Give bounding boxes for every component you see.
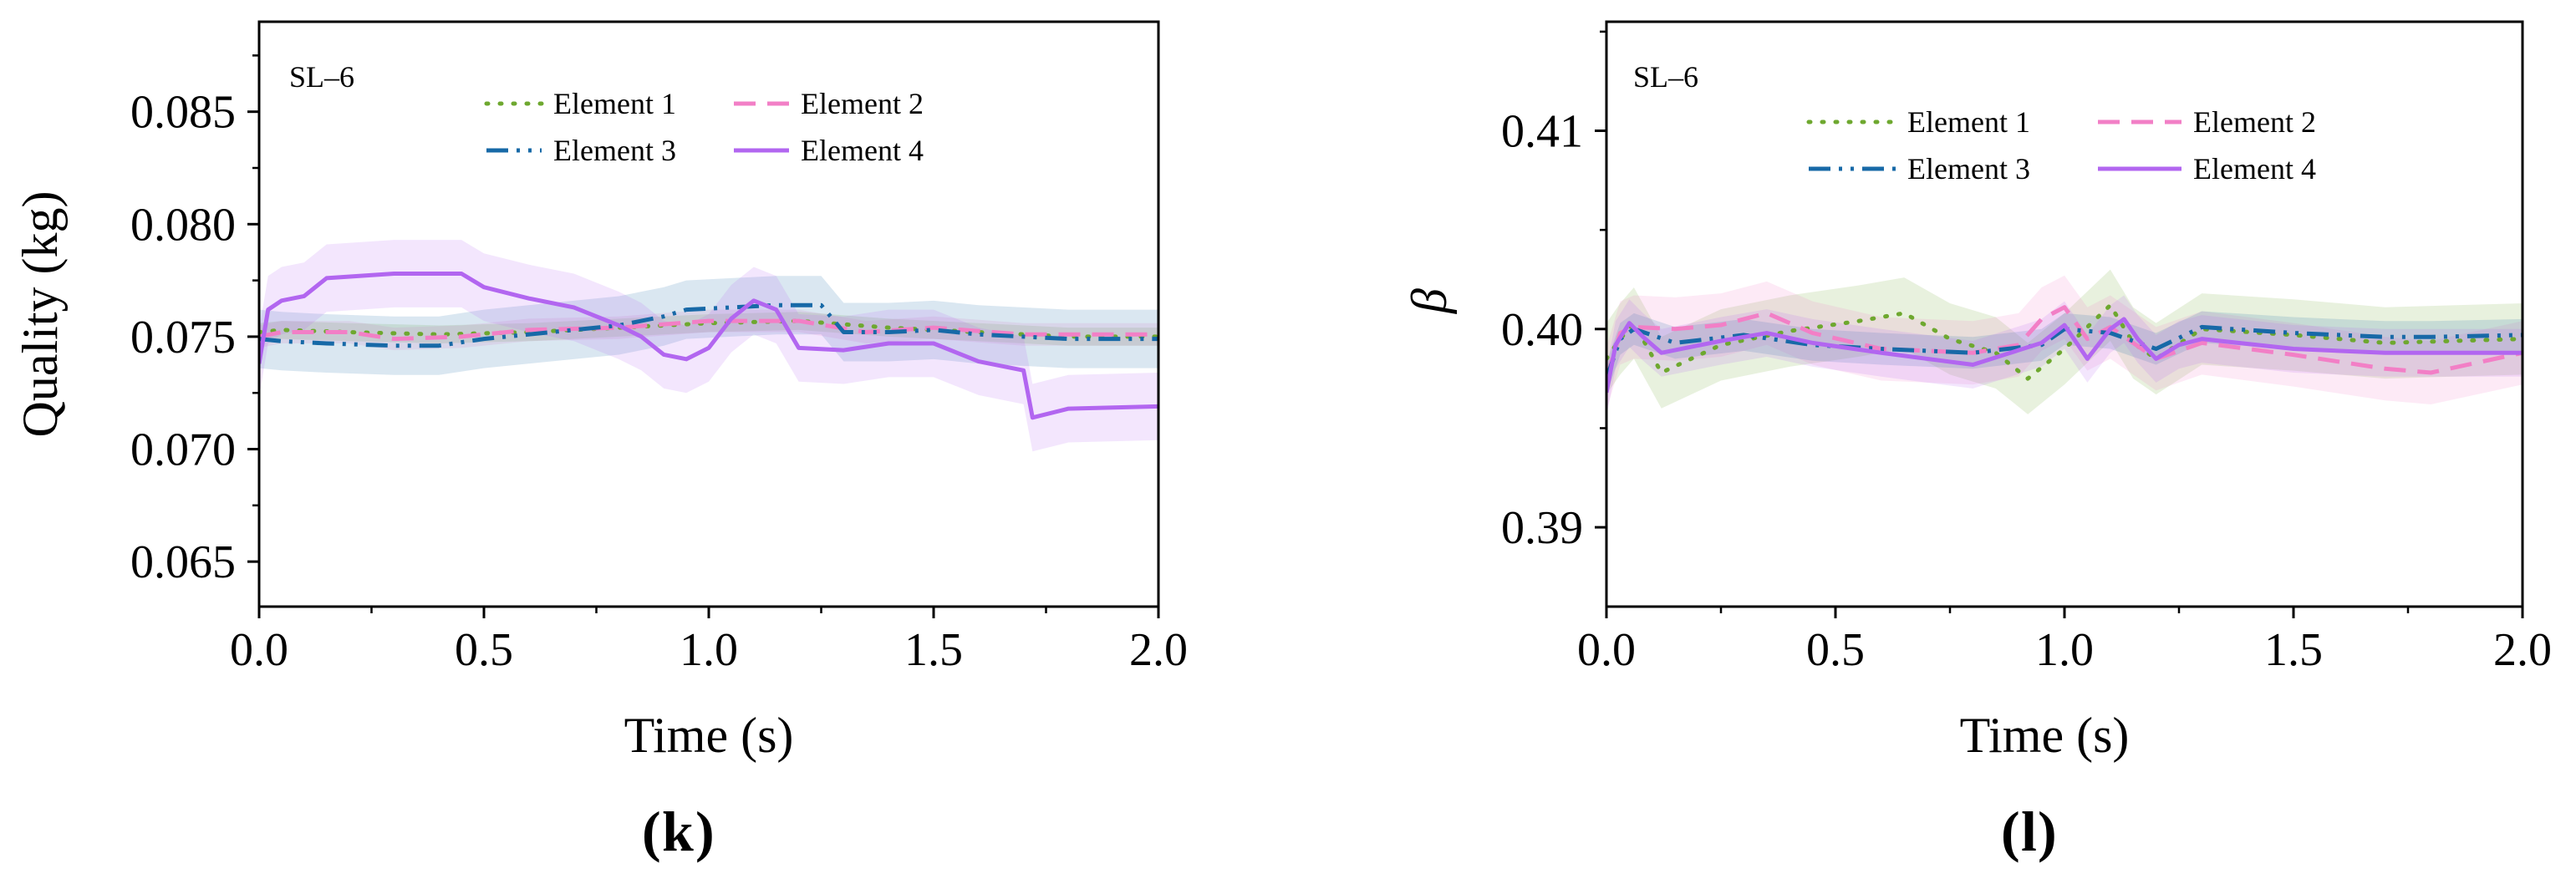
legend-entry-l-element-4: Element 4 (2098, 152, 2316, 185)
series-line-l-element-1 (1606, 302, 2523, 381)
x-axis-title-l: Time (s) (1960, 708, 2130, 763)
legend-l: Element 1 Element 2 Element 3 Element 4 (1806, 105, 2316, 185)
y-tick-label-k-1: 0.070 (130, 424, 236, 476)
legend-entry-l-element-3: Element 3 (1809, 152, 2030, 185)
panel-label-l-close-paren: ) (2038, 800, 2057, 863)
legend-label-l-element-3: Element 3 (1907, 152, 2030, 185)
y-ticks-l: 0.39 0.40 0.41 (1501, 30, 1606, 554)
series-lines-l (1606, 302, 2523, 394)
series-line-k-element-3 (259, 302, 1158, 348)
legend-label-l-element-2: Element 2 (2193, 105, 2316, 139)
x-tick-label-k-2: 1.0 (680, 624, 738, 676)
band-k-element-3 (259, 276, 1158, 375)
chart-panel-l: 0.0 0.5 1.0 1.5 2.0 0.39 0.40 0.41 SL–6 Elemen… (1402, 20, 2552, 863)
annotation-k: SL–6 (289, 60, 354, 94)
legend-entry-l-element-1: Element 1 (1806, 105, 2030, 139)
legend-label-k-element-1: Element 1 (553, 87, 676, 120)
legend-label-k-element-3: Element 3 (553, 134, 676, 167)
legend-entry-k-element-1: Element 1 (484, 87, 676, 120)
x-tick-label-l-3: 1.5 (2264, 624, 2323, 676)
band-l-element-1 (1606, 269, 2523, 414)
y-tick-label-l-2: 0.41 (1501, 106, 1583, 158)
x-tick-label-l-1: 0.5 (1806, 624, 1865, 676)
series-lines-k (259, 272, 1158, 420)
series-line-k-element-2 (259, 318, 1158, 342)
series-line-l-element-2 (1606, 305, 2523, 379)
series-line-l-element-4 (1606, 317, 2523, 394)
series-line-k-element-4 (259, 272, 1158, 420)
legend-entry-l-element-2: Element 2 (2098, 105, 2316, 139)
x-tick-label-k-4: 2.0 (1129, 624, 1188, 676)
y-axis-title-l: β (1402, 288, 1457, 314)
x-tick-label-l-2: 1.0 (2035, 624, 2094, 676)
x-tick-label-l-0: 0.0 (1577, 624, 1636, 676)
y-axis-title-k: Quality (kg) (13, 191, 68, 438)
panel-label-l-open-paren: ( (2001, 800, 2020, 863)
y-tick-label-l-1: 0.40 (1501, 304, 1583, 356)
x-axis-title-k: Time (s) (624, 708, 794, 763)
y-tick-label-k-2: 0.075 (130, 312, 236, 363)
x-ticks-k: 0.0 0.5 1.0 1.5 2.0 (230, 607, 1188, 676)
legend-entry-k-element-4: Element 4 (734, 134, 924, 167)
uncertainty-bands-l (1606, 269, 2523, 417)
panel-label-k-open-paren: ( (642, 800, 661, 863)
x-ticks-l: 0.0 0.5 1.0 1.5 2.0 (1577, 607, 2552, 676)
legend-k: Element 1 Element 2 Element 3 Element 4 (484, 87, 924, 167)
band-l-element-2 (1606, 275, 2523, 411)
y-tick-label-k-4: 0.085 (130, 87, 236, 139)
x-tick-label-k-1: 0.5 (455, 624, 513, 676)
chart-panel-k: 0.0 0.5 1.0 1.5 2.0 0.065 0.070 0.075 0.080 0.08… (13, 20, 1188, 863)
annotation-l: SL–6 (1633, 60, 1698, 94)
legend-label-l-element-1: Element 1 (1907, 105, 2030, 139)
panel-label-l: l (2021, 800, 2037, 863)
y-tick-label-l-0: 0.39 (1501, 502, 1583, 554)
y-ticks-k: 0.065 0.070 0.075 0.080 0.085 (130, 54, 259, 588)
legend-entry-k-element-2: Element 2 (734, 87, 924, 120)
legend-label-k-element-2: Element 2 (801, 87, 924, 120)
legend-label-l-element-4: Element 4 (2193, 152, 2316, 185)
panel-label-k-close-paren: ) (695, 800, 715, 863)
x-tick-label-k-3: 1.5 (904, 624, 963, 676)
band-l-element-3 (1606, 311, 2523, 395)
legend-label-k-element-4: Element 4 (801, 134, 924, 167)
y-tick-label-k-3: 0.080 (130, 199, 236, 251)
x-tick-label-k-0: 0.0 (230, 624, 288, 676)
x-tick-label-l-4: 2.0 (2493, 624, 2552, 676)
legend-entry-k-element-3: Element 3 (486, 134, 676, 167)
panel-label-k: k (662, 800, 694, 863)
y-tick-label-k-0: 0.065 (130, 536, 236, 588)
